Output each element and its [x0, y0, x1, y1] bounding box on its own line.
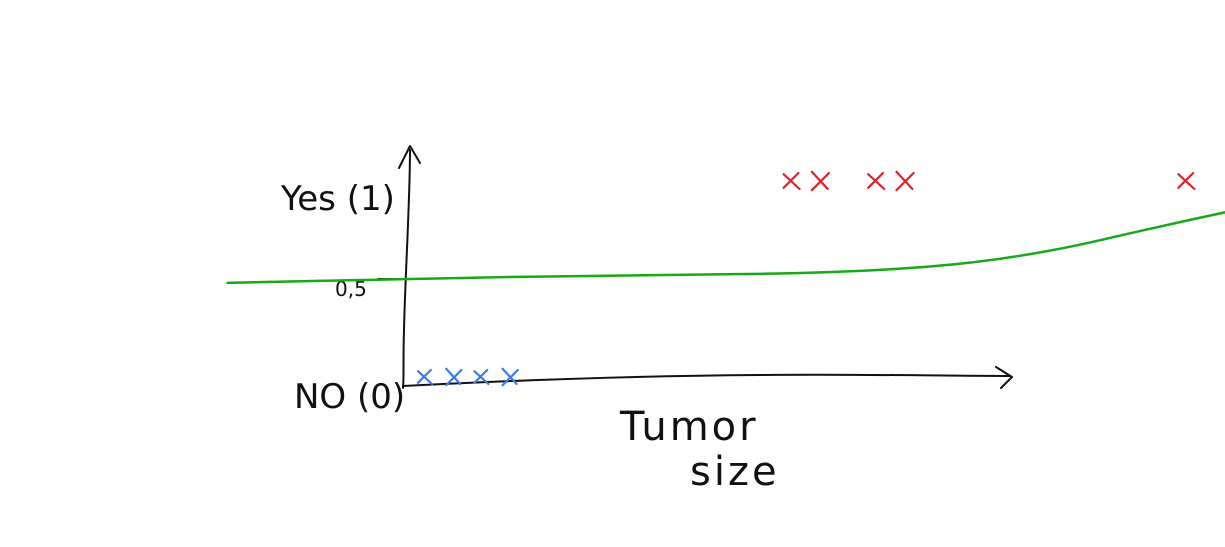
data-point-yes-5 [782, 171, 801, 191]
x-axis-label-line-1: Tumor [619, 404, 759, 450]
points-layer [416, 170, 1196, 387]
y-axis [402, 149, 411, 389]
x-axis [402, 373, 1011, 387]
fit-line [226, 211, 1225, 285]
data-point-yes-7 [867, 171, 886, 191]
y-axis-arrowhead [398, 145, 421, 169]
fit-line-layer [226, 211, 1225, 285]
data-point-yes-6 [810, 170, 831, 192]
x-axis-label-line-2: size [690, 449, 780, 495]
x-axis-arrowhead [995, 366, 1013, 389]
y-tick-label-no: NO (0) [294, 377, 405, 417]
y-tick-label-yes: Yes (1) [280, 179, 395, 219]
data-point-yes-9 [1177, 171, 1196, 191]
data-point-no-2 [445, 367, 463, 387]
data-point-no-4 [501, 367, 519, 387]
data-point-no-1 [416, 368, 434, 386]
data-point-yes-8 [895, 170, 915, 192]
data-point-no-3 [473, 368, 490, 386]
